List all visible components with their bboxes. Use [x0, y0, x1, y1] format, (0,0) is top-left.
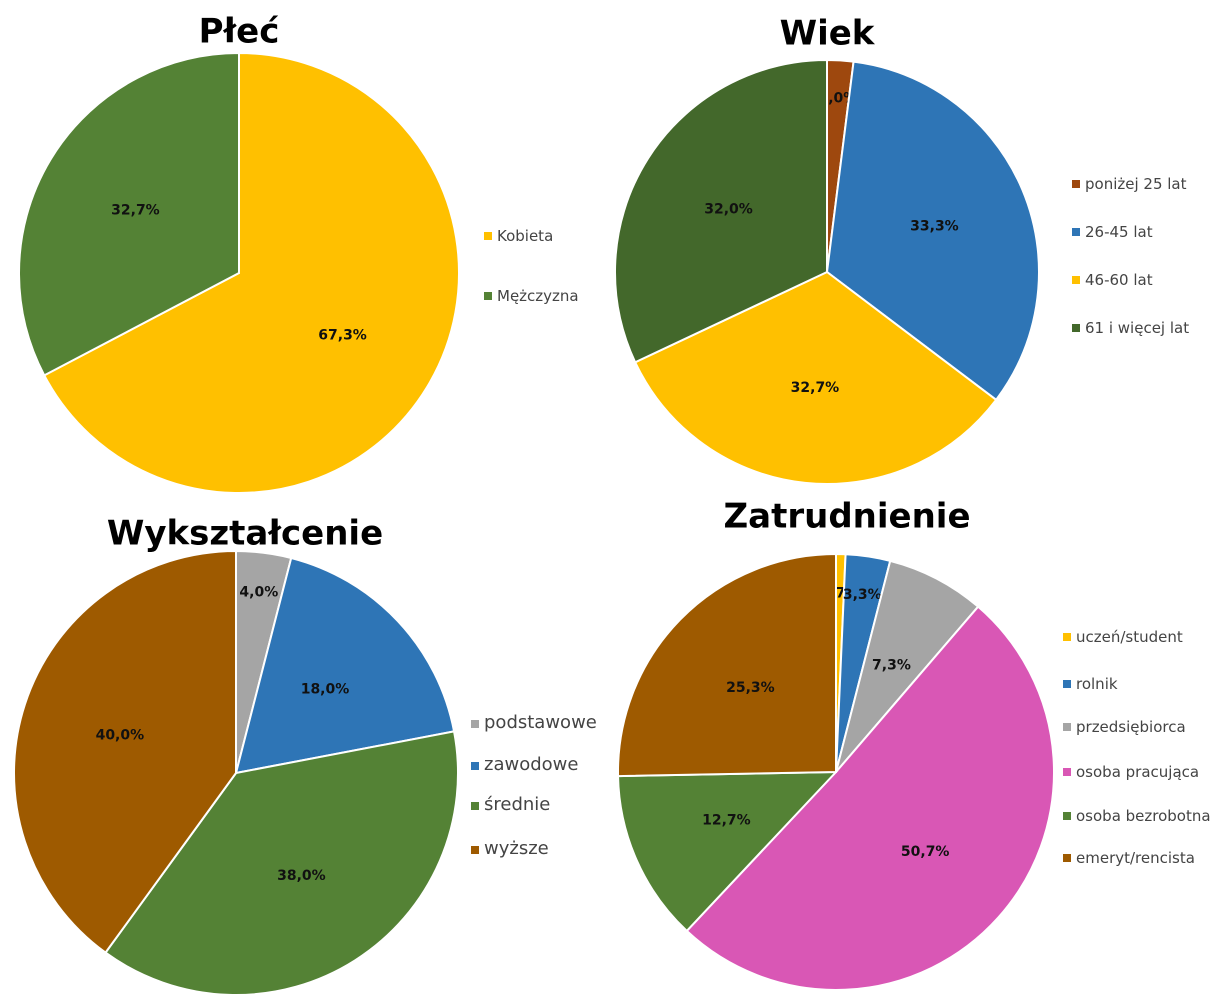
legend-entry: Kobieta [484, 226, 607, 246]
pie-slice [633, 270, 998, 485]
legend-swatch [1072, 324, 1080, 332]
legend-label: podstawowe [484, 712, 597, 734]
legend-entry: poniżej 25 lat [1072, 174, 1195, 194]
pie-slice [825, 60, 1040, 402]
data-label: 33,3% [910, 219, 959, 235]
legend-label: średnie [484, 794, 551, 816]
legend-label: poniżej 25 lat [1085, 174, 1187, 193]
legend-label: 61 i więcej lat [1085, 318, 1190, 337]
legend-entry: 26-45 lat [1072, 222, 1195, 242]
legend-swatch [1063, 680, 1071, 688]
legend-swatch [471, 719, 479, 728]
legend-swatch [1063, 854, 1071, 862]
pie-slice [104, 730, 459, 996]
data-label: 32,7% [791, 380, 840, 396]
legend-label: 46-60 lat [1085, 270, 1153, 289]
pie-slice [18, 51, 240, 377]
legend-entry: podstawowe [471, 711, 604, 735]
legend-swatch [1072, 180, 1080, 188]
legend-label: przedsiębiorca [1076, 717, 1186, 736]
legend-entry: osoba bezrobotna [1063, 806, 1214, 826]
legend-label: zawodowe [484, 754, 579, 776]
data-label: 38,0% [277, 868, 326, 884]
data-label: 50,7% [901, 844, 950, 860]
legend-entry: Mężczyzna [484, 286, 607, 306]
legend-swatch [1072, 276, 1080, 284]
legend-label: Kobieta [497, 226, 554, 245]
pie-slice [617, 770, 839, 933]
data-label: 67,3% [318, 328, 367, 344]
legend-entry: rolnik [1063, 674, 1214, 694]
legend-entry: zawodowe [471, 753, 604, 777]
pie-slice [42, 51, 460, 494]
legend-label: Mężczyzna [497, 286, 579, 305]
chart-title: Zatrudnienie [724, 497, 971, 537]
chart-title: Płeć [199, 12, 280, 52]
legend-swatch [471, 761, 479, 770]
legend-entry: emeryt/rencista [1063, 848, 1214, 868]
legend-swatch [471, 801, 479, 810]
pie-slice [13, 549, 237, 954]
data-label: 32,7% [111, 202, 160, 218]
pie-slice [617, 552, 837, 778]
pie-slice [835, 559, 980, 773]
legend-label: osoba pracująca [1076, 762, 1200, 781]
legend-label: emeryt/rencista [1076, 848, 1195, 867]
legend-entry: uczeń/student [1063, 627, 1214, 647]
legend-entry: wyższe [471, 837, 604, 861]
legend-swatch [1063, 812, 1071, 820]
data-label: 3,3% [843, 587, 882, 603]
data-label: 4,0% [239, 584, 278, 600]
data-label: 32,0% [704, 202, 753, 218]
legend-swatch [484, 292, 492, 300]
legend-entry: 46-60 lat [1072, 270, 1195, 290]
legend-entry: osoba pracująca [1063, 762, 1214, 782]
pie-slice [685, 605, 1055, 991]
legend-swatch [471, 845, 479, 854]
legend-swatch [1072, 228, 1080, 236]
data-label: 7,3% [872, 658, 911, 674]
data-label: 12,7% [702, 813, 751, 829]
legend-swatch [1063, 633, 1071, 641]
legend-label: wyższe [484, 838, 549, 860]
legend-label: rolnik [1076, 674, 1118, 693]
pie-slice [614, 58, 828, 364]
legend-swatch [484, 232, 492, 240]
data-label: 18,0% [301, 681, 350, 697]
legend-label: 26-45 lat [1085, 222, 1153, 241]
data-label: 25,3% [726, 680, 775, 696]
legend-swatch [1063, 723, 1071, 731]
legend-label: osoba bezrobotna [1076, 806, 1211, 825]
data-label: 40,0% [96, 727, 145, 743]
legend-label: uczeń/student [1076, 627, 1183, 646]
legend-entry: przedsiębiorca [1063, 717, 1214, 737]
legend-entry: 61 i więcej lat [1072, 318, 1195, 338]
legend-entry: średnie [471, 793, 604, 817]
legend-swatch [1063, 768, 1071, 776]
chart-title: Wiek [780, 14, 876, 54]
chart-title: Wykształcenie [107, 514, 383, 554]
pie-slice [234, 556, 456, 775]
